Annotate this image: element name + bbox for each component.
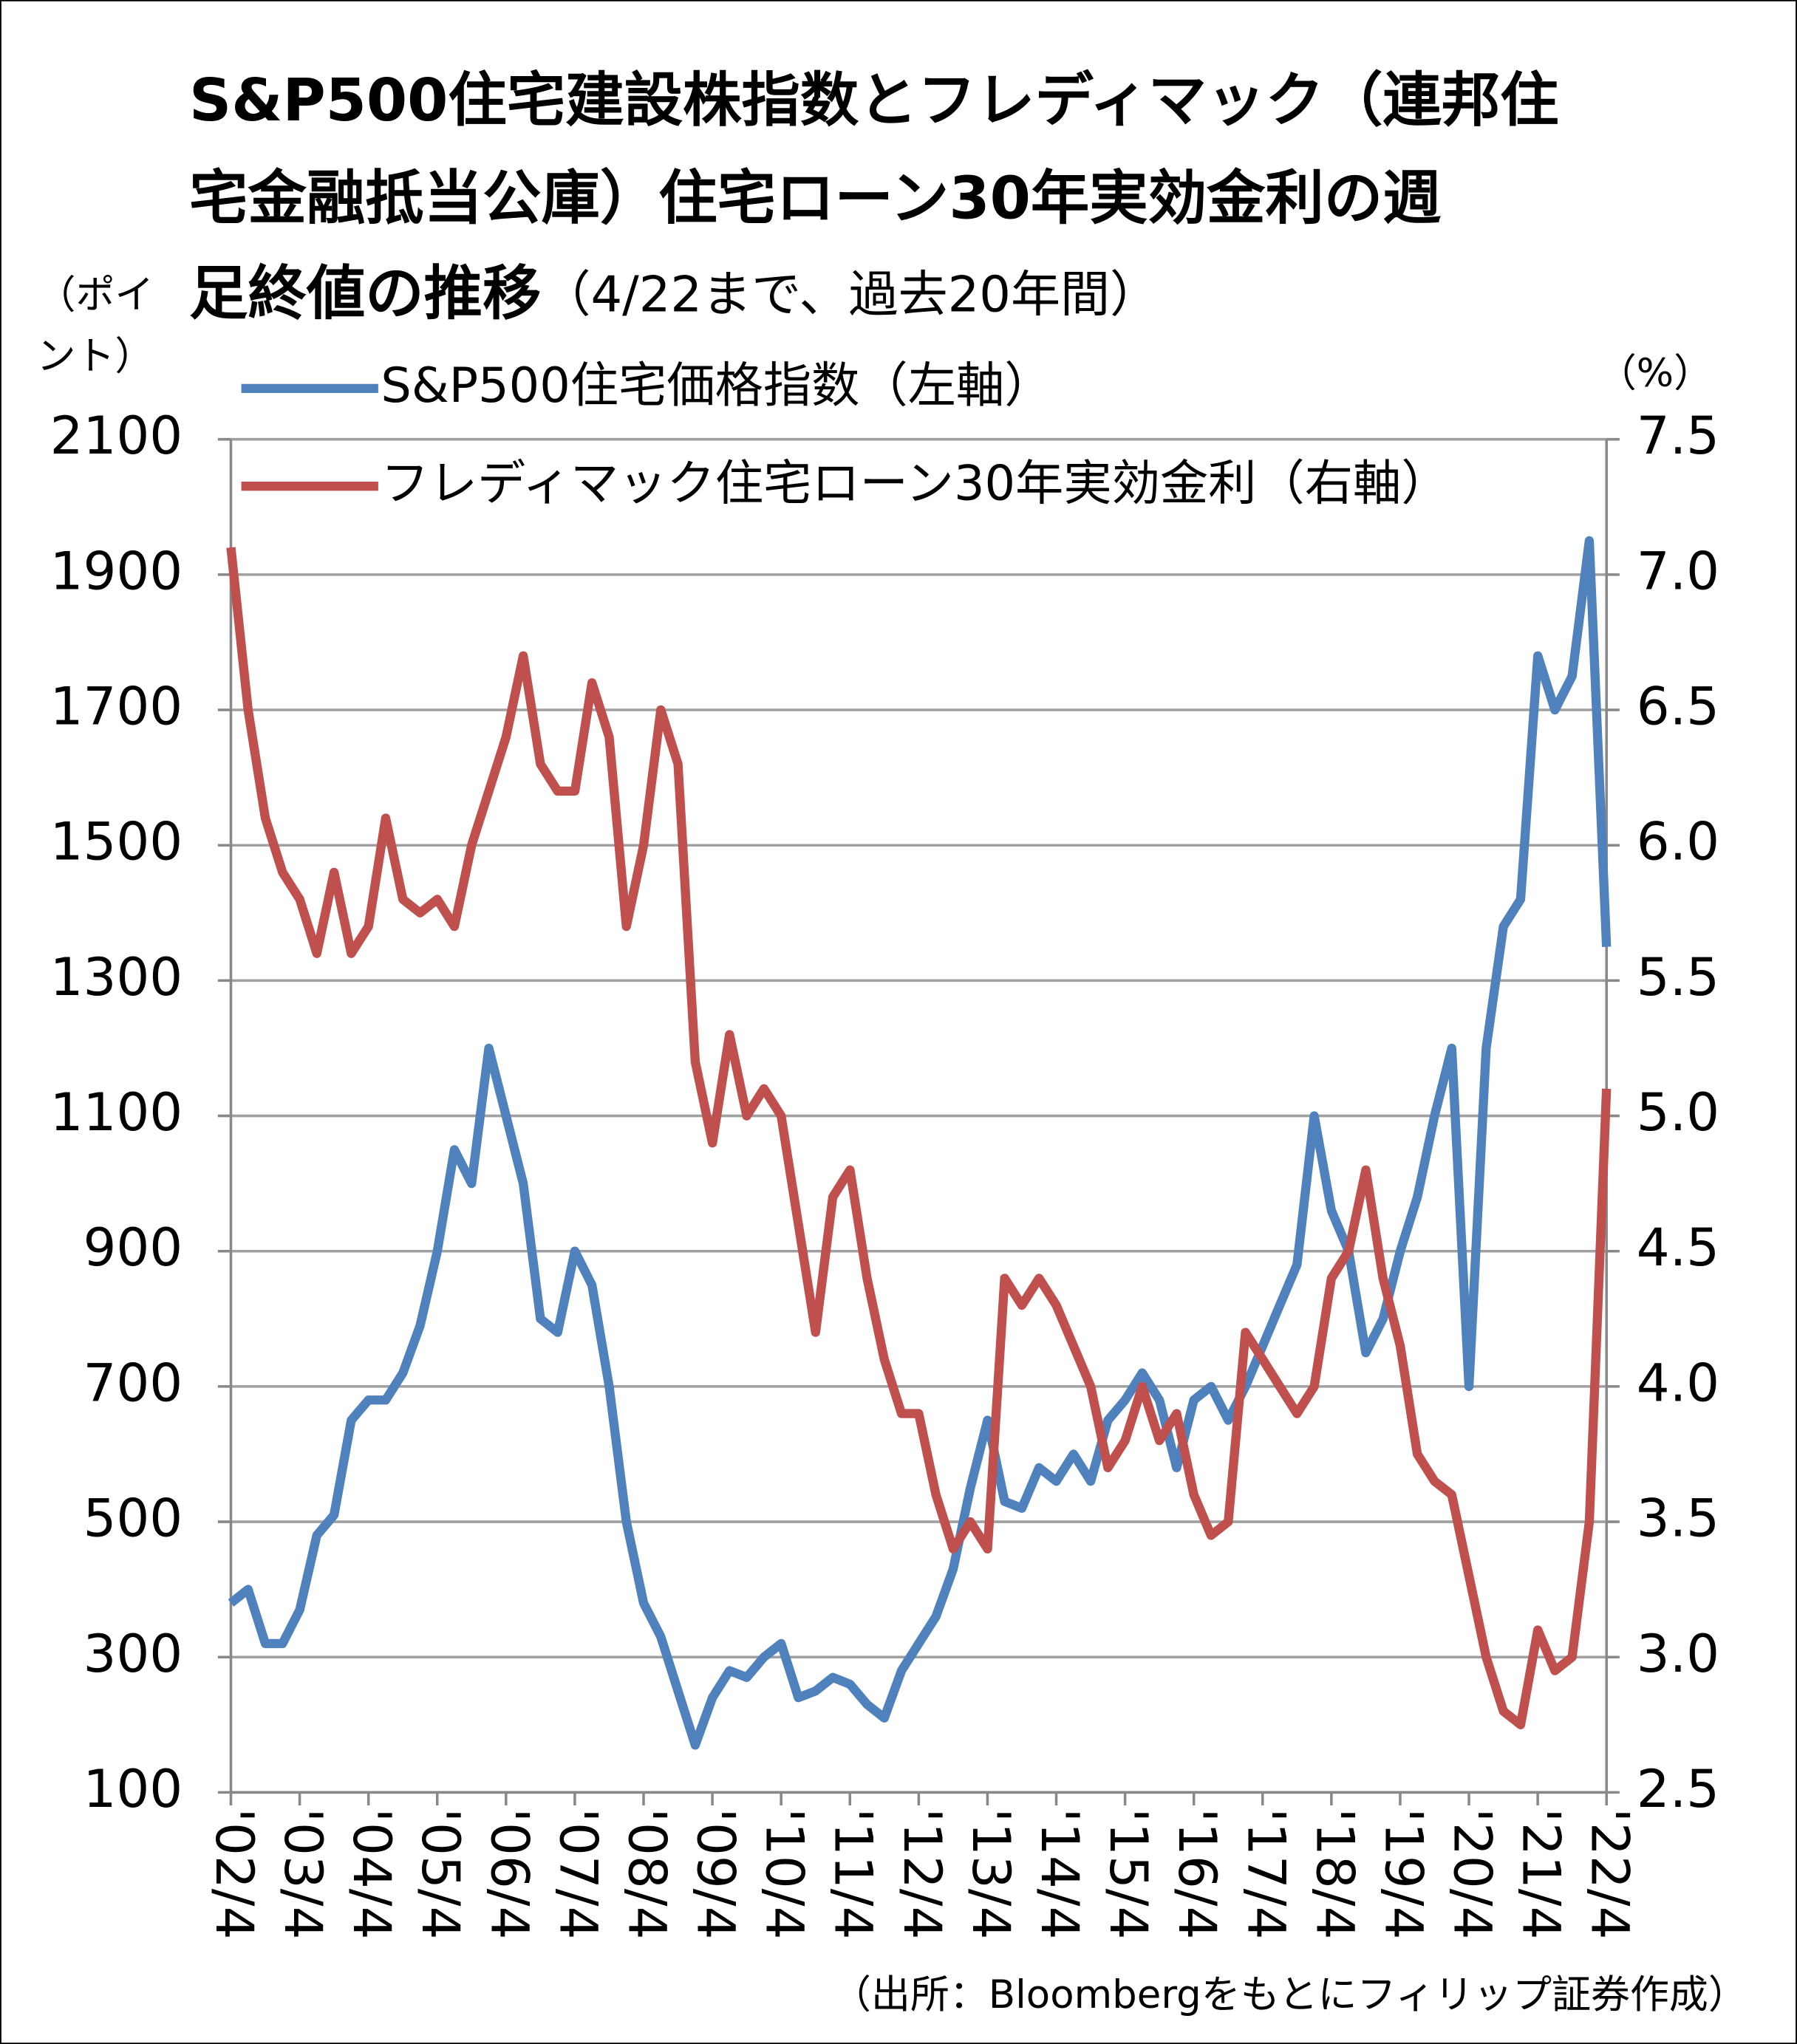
- y-tick-label: 300: [83, 1623, 183, 1684]
- x-tick-label: '09/4: [686, 1808, 747, 1940]
- y-tick-label: 1300: [50, 946, 183, 1008]
- x-tick-label: '15/4: [1098, 1808, 1159, 1940]
- y-tick-label: 1900: [50, 540, 183, 601]
- x-tick-label: '17/4: [1235, 1808, 1297, 1940]
- y-tick-label: 1100: [50, 1081, 183, 1143]
- series-line: [228, 536, 1612, 1750]
- x-tick-label: '14/4: [1029, 1808, 1091, 1940]
- x-tick-label: '12/4: [892, 1808, 953, 1940]
- y-tick-label: 1500: [50, 811, 183, 872]
- y2-tick-label: 3.5: [1637, 1488, 1719, 1549]
- series-line: [226, 547, 1612, 1730]
- y-tick-label: 100: [83, 1758, 183, 1819]
- y-tick-label: 2100: [50, 405, 183, 466]
- x-tick-label: '04/4: [341, 1808, 403, 1940]
- source: （出所：Bloombergをもとにフィリップ証券作成）: [832, 1972, 1747, 2017]
- y-tick-label: 700: [83, 1352, 183, 1413]
- y-tick-label: 1700: [50, 676, 183, 737]
- x-tick-label: '07/4: [548, 1808, 609, 1940]
- x-tick-label: '06/4: [479, 1808, 540, 1940]
- chart-subtitle: （4/22まで、過去20年間）: [541, 265, 1159, 323]
- y2-axis-label: （%）: [1597, 351, 1713, 396]
- y2-tick-label: 6.0: [1637, 811, 1719, 872]
- y2-tick-label: 3.0: [1637, 1623, 1719, 1684]
- x-tick-label: '05/4: [410, 1808, 471, 1940]
- x-tick-label: '16/4: [1167, 1808, 1228, 1940]
- y2-tick-label: 4.5: [1637, 1217, 1719, 1278]
- legend-label: S&P500住宅価格指数（左軸）: [381, 358, 1052, 414]
- y2-tick-label: 7.5: [1637, 405, 1719, 466]
- y2-tick-label: 7.0: [1637, 540, 1719, 601]
- y2-tick-label: 2.5: [1637, 1758, 1719, 1819]
- x-tick-label: '11/4: [823, 1808, 884, 1940]
- x-tick-label: '10/4: [754, 1808, 816, 1940]
- y-axis-label: （ポイ: [37, 273, 154, 318]
- chart-title: 足終値の推移: [189, 259, 541, 327]
- x-tick-label: '21/4: [1511, 1808, 1572, 1940]
- y-tick-label: 900: [83, 1217, 183, 1278]
- x-tick-label: '20/4: [1442, 1808, 1504, 1940]
- y-tick-label: 500: [83, 1488, 183, 1549]
- chart-title: 足終値の推移（4/22まで、過去20年間）: [189, 259, 1159, 327]
- y2-tick-label: 6.5: [1637, 676, 1719, 737]
- y2-tick-label: 5.5: [1637, 946, 1719, 1008]
- x-tick-label: '18/4: [1304, 1808, 1365, 1940]
- y2-tick-label: 4.0: [1637, 1352, 1719, 1413]
- chart-title: S&P500住宅建設株指数とフレディマック（連邦住: [189, 66, 1559, 134]
- x-tick-label: '02/4: [204, 1808, 265, 1940]
- chart-title: 宅金融抵当公庫）住宅ローン30年実効金利の週: [189, 163, 1442, 232]
- x-tick-label: '19/4: [1373, 1808, 1434, 1940]
- x-tick-label: '22/4: [1580, 1808, 1641, 1940]
- y2-tick-label: 5.0: [1637, 1081, 1719, 1143]
- x-tick-label: '08/4: [616, 1808, 678, 1940]
- x-tick-label: '13/4: [961, 1808, 1022, 1940]
- x-tick-label: '03/4: [273, 1808, 334, 1940]
- y-axis-label: ント）: [37, 334, 154, 379]
- legend-label: フレディマック住宅ローン30年実効金利（右軸）: [381, 455, 1449, 511]
